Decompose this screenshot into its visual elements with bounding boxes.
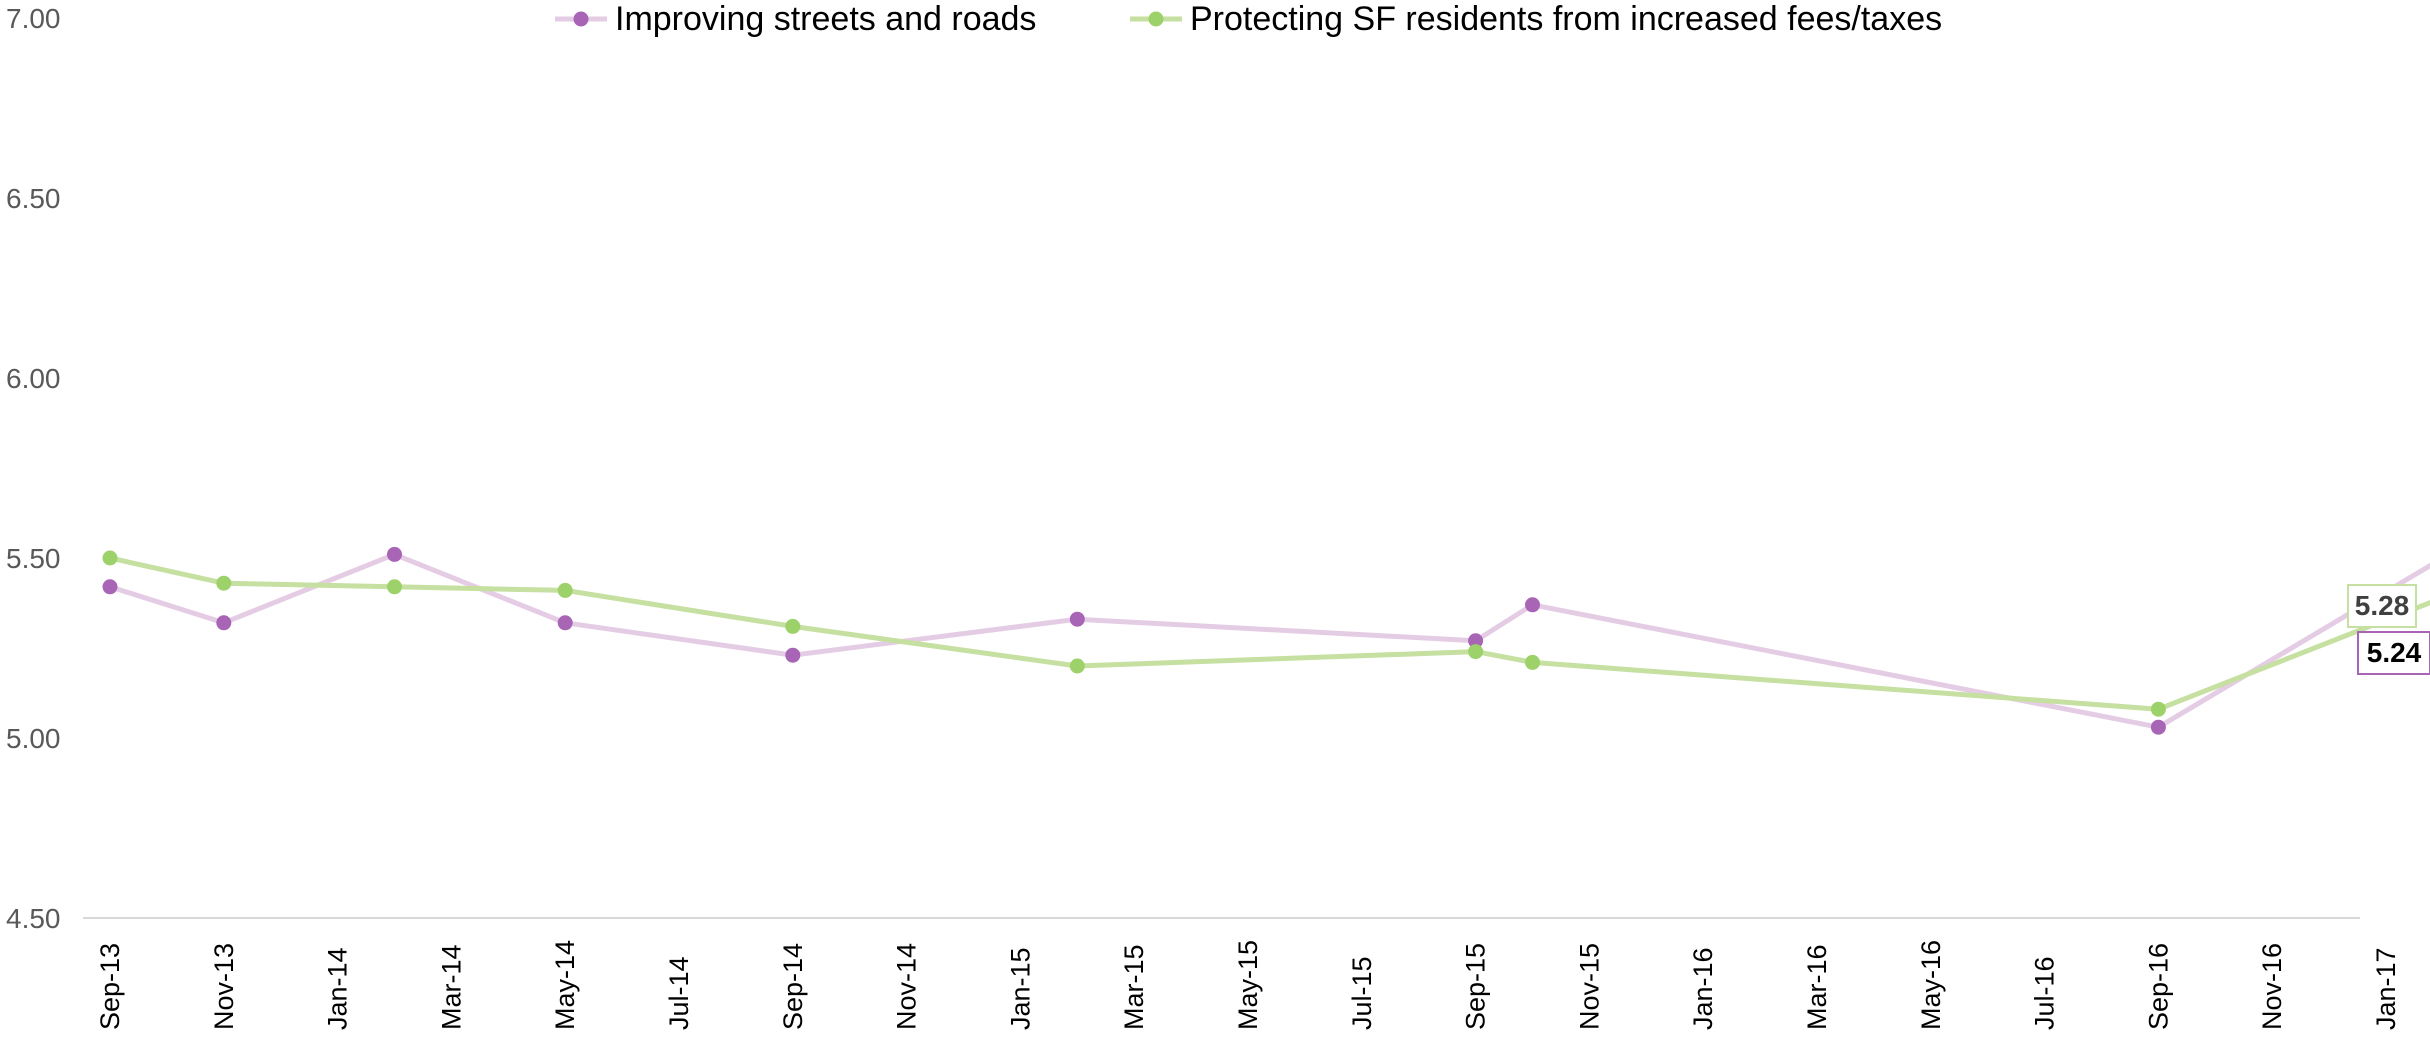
x-tick-label: May-16 <box>1916 940 1946 1030</box>
data-point <box>216 615 232 631</box>
series-line <box>109 551 2430 730</box>
legend-marker <box>1148 11 1164 27</box>
x-tick-label: Nov-16 <box>2257 943 2287 1030</box>
data-point <box>387 546 402 562</box>
x-tick-label: Mar-16 <box>1802 944 1832 1030</box>
y-tick-label: 4.50 <box>6 903 61 934</box>
data-point <box>557 582 573 598</box>
data-label-box <box>2347 584 2417 628</box>
data-point <box>1525 597 1540 613</box>
data-point <box>387 579 402 595</box>
data-point <box>1069 658 1085 674</box>
series-1 <box>102 546 2430 735</box>
y-tick-label: 5.00 <box>6 723 61 754</box>
legend-item: Improving streets and roads <box>555 0 1036 38</box>
data-point <box>2150 719 2166 735</box>
series-line <box>109 555 2430 712</box>
data-label-text: 5.24 <box>2367 637 2422 668</box>
y-axis: 4.50 5.00 5.50 6.00 6.50 7.00 <box>6 3 61 934</box>
x-tick-label: May-15 <box>1233 940 1263 1030</box>
x-tick-label: Jul-16 <box>2030 956 2060 1030</box>
data-label-box <box>2357 631 2430 675</box>
x-tick-label: Jan-14 <box>323 947 353 1030</box>
end-data-label: 5.28 <box>2347 584 2417 628</box>
x-tick-label: Nov-14 <box>892 943 922 1030</box>
data-point <box>2150 701 2166 717</box>
x-tick-label: Sep-15 <box>1461 943 1491 1030</box>
series-2 <box>102 550 2430 717</box>
end-data-label: 5.24 <box>2357 631 2430 675</box>
x-tick-label: Sep-14 <box>778 943 808 1030</box>
x-tick-label: Mar-14 <box>436 944 466 1030</box>
legend: Improving streets and roads Protecting SF… <box>555 0 1942 38</box>
x-tick-label: Jan-15 <box>1005 947 1035 1030</box>
x-tick-label: May-14 <box>550 940 580 1030</box>
data-point <box>1069 611 1085 627</box>
y-tick-label: 6.00 <box>6 363 61 394</box>
data-point <box>557 615 573 631</box>
x-tick-label: Jan-17 <box>2371 947 2401 1030</box>
x-tick-label: Sep-16 <box>2143 943 2173 1030</box>
y-tick-label: 6.50 <box>6 183 61 214</box>
data-point <box>785 647 801 663</box>
x-tick-label: Jul-14 <box>664 956 694 1030</box>
x-tick-label: Nov-13 <box>209 943 239 1030</box>
y-tick-label: 5.50 <box>6 543 61 574</box>
legend-marker <box>573 11 589 27</box>
series-layer <box>102 546 2430 735</box>
data-point <box>216 575 232 591</box>
x-tick-label: Jan-16 <box>1688 947 1718 1030</box>
data-point <box>102 579 118 595</box>
x-tick-label: Sep-13 <box>95 943 125 1030</box>
data-point <box>785 618 801 634</box>
data-labels: 5.24 5.28 <box>2347 584 2430 675</box>
x-tick-label: Jul-15 <box>1347 956 1377 1030</box>
x-tick-label: Mar-15 <box>1119 944 1149 1030</box>
y-tick-label: 7.00 <box>6 3 61 34</box>
data-point <box>1468 644 1484 660</box>
x-tick-label: Nov-15 <box>1574 943 1604 1030</box>
legend-item: Protecting SF residents from increased f… <box>1130 0 1942 38</box>
data-point <box>102 550 118 566</box>
data-point <box>1525 654 1540 670</box>
x-axis: Sep-13 Nov-13 Jan-14 Mar-14 May-14 Jul-14 Sep-… <box>83 917 2401 1030</box>
legend-label: Protecting SF residents from increased f… <box>1190 0 1942 38</box>
data-point <box>1468 633 1484 649</box>
legend-label: Improving streets and roads <box>615 0 1036 38</box>
data-label-text: 5.28 <box>2355 590 2410 621</box>
